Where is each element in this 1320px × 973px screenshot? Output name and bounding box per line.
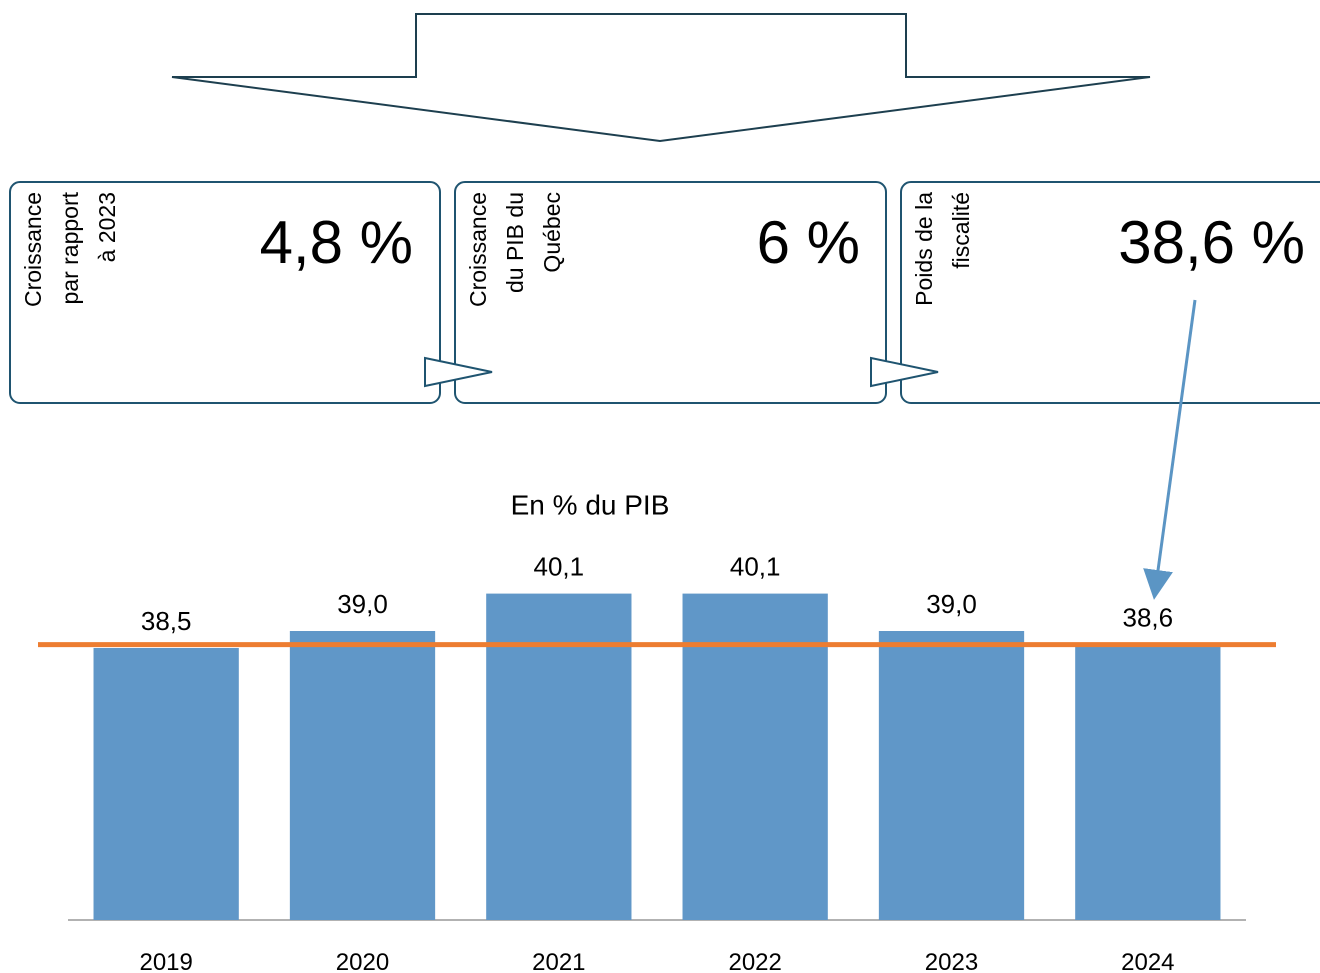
box-value: 6 % bbox=[757, 209, 860, 276]
box-label: Croissance bbox=[465, 192, 491, 307]
x-tick-label: 2019 bbox=[139, 949, 192, 973]
box bbox=[900, 181, 1320, 404]
box-label: Poids de la bbox=[911, 192, 937, 306]
flow-arrow bbox=[424, 356, 493, 388]
value-label: 40,1 bbox=[534, 552, 585, 582]
flow-arrow bbox=[870, 356, 939, 388]
value-label: 39,0 bbox=[926, 589, 977, 619]
subtitle: En % du PIB bbox=[511, 489, 670, 520]
pointer-arrow bbox=[1143, 299, 1197, 600]
summary-arrow bbox=[171, 13, 1151, 143]
box-label: du PIB du bbox=[502, 192, 528, 293]
box bbox=[454, 181, 887, 404]
box-label: Québec bbox=[539, 192, 565, 273]
value-label: 38,5 bbox=[141, 606, 192, 636]
box-value: 38,6 % bbox=[1118, 209, 1305, 276]
x-tick-label: 2021 bbox=[532, 949, 585, 973]
bar bbox=[289, 631, 436, 920]
value-label: 39,0 bbox=[337, 589, 388, 619]
bar bbox=[878, 631, 1025, 920]
box-value: 4,8 % bbox=[260, 209, 413, 276]
bar bbox=[93, 648, 239, 920]
value-label: 40,1 bbox=[730, 552, 781, 582]
x-tick-label: 2024 bbox=[1121, 949, 1174, 973]
x-tick-label: 2020 bbox=[336, 949, 389, 973]
bar bbox=[682, 593, 828, 920]
x-tick-label: 2023 bbox=[925, 949, 978, 973]
bar bbox=[486, 593, 632, 920]
bar bbox=[1075, 644, 1221, 920]
box bbox=[9, 181, 441, 404]
box-label: fiscalité bbox=[948, 192, 974, 269]
box-label: par rapport bbox=[57, 191, 83, 304]
x-tick-label: 2022 bbox=[728, 949, 781, 973]
box-label: à 2023 bbox=[94, 192, 120, 262]
box-label: Croissance bbox=[20, 192, 46, 307]
value-label: 38,6 bbox=[1123, 603, 1174, 633]
